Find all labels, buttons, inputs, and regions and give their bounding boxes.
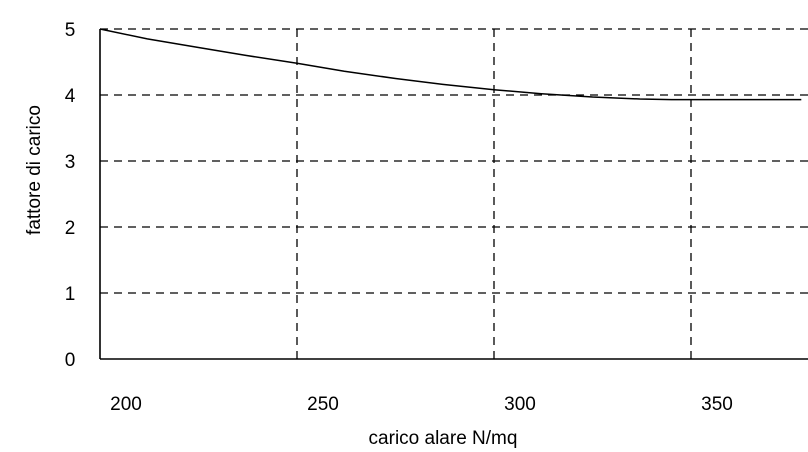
y-tick-labels: 0 1 2 3 4 5 <box>65 20 76 371</box>
series-layer <box>99 28 802 101</box>
x-tick-label-350: 350 <box>701 394 733 415</box>
x-axis-label: carico alare N/mq <box>369 428 518 449</box>
y-tick-label-4: 4 <box>65 86 76 107</box>
y-axis-label: fattore di carico <box>24 105 45 235</box>
x-tick-label-200: 200 <box>110 394 142 415</box>
y-tick-label-1: 1 <box>65 284 76 305</box>
x-tick-label-300: 300 <box>504 394 536 415</box>
x-tick-labels: 200 250 300 350 <box>110 394 733 415</box>
y-tick-label-2: 2 <box>65 218 76 239</box>
grid-lines <box>100 28 808 359</box>
axes <box>99 29 808 360</box>
series-line-0 <box>99 28 802 101</box>
y-tick-label-0: 0 <box>65 350 76 371</box>
y-tick-label-5: 5 <box>65 20 76 41</box>
x-tick-label-250: 250 <box>307 394 339 415</box>
y-tick-label-3: 3 <box>65 152 76 173</box>
